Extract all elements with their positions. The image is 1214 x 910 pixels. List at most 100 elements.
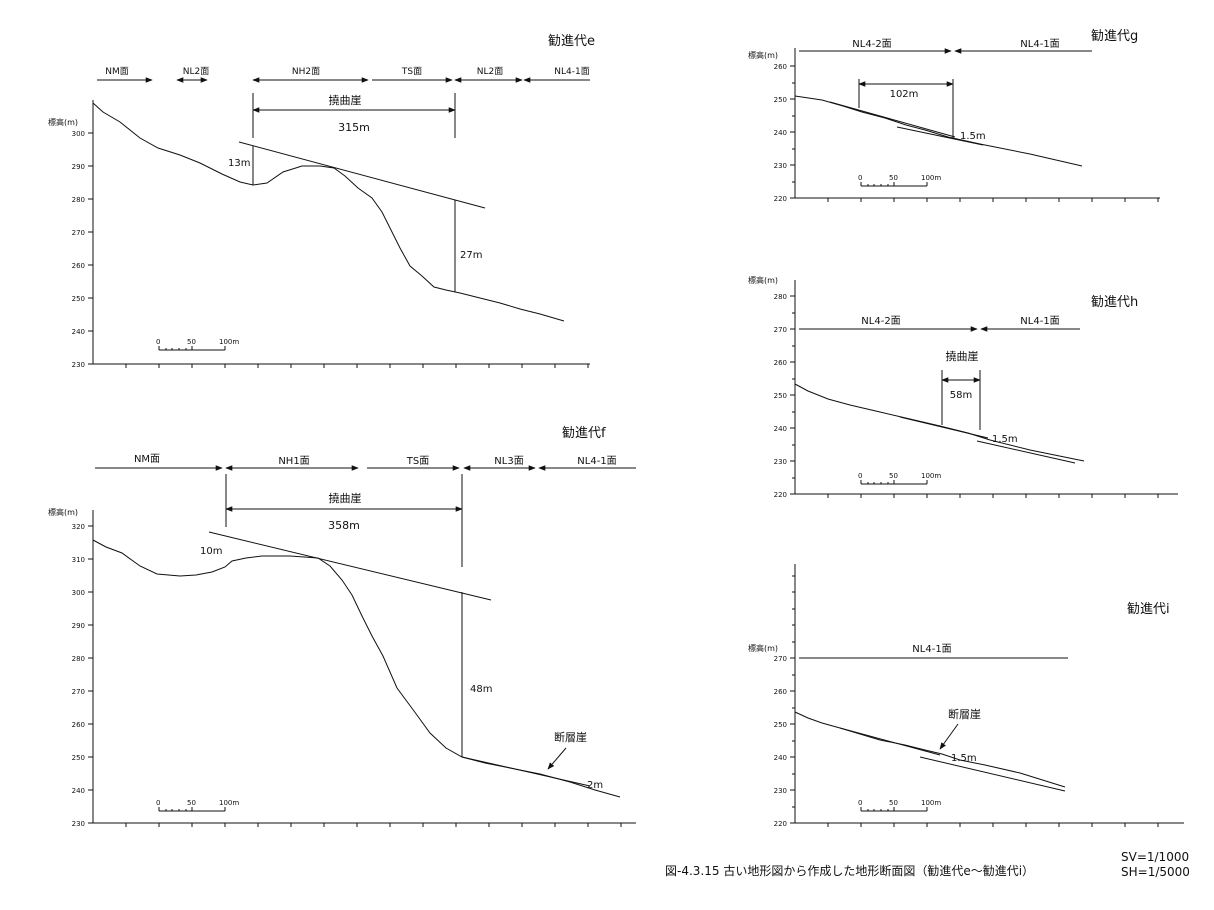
panel-i-fault-label: 断層崖: [948, 707, 981, 721]
panel-i-y-tick-labels: 270 260 250 240 230 220: [774, 655, 787, 828]
panel-h-surface-extension: [976, 440, 1076, 464]
scale-zero: 0: [156, 799, 160, 807]
panel-e-surface-labels: NM面 NL2面 NH2面 TS面 NL2面 NL4-1面: [105, 66, 589, 77]
panel-h-y-tick-labels: 280 270 260 250 240 230 220: [774, 293, 787, 499]
panel-f-x-ticks: [125, 823, 622, 827]
panel-f-y-ticks: [88, 525, 93, 824]
panel-e-y-tick-labels: 300 290 280 270 260 250 240 230: [72, 130, 85, 369]
panel-e-feature-label: 撓曲崖: [329, 94, 362, 107]
panel-h: 勧進代h 標高(m) 280: [748, 275, 1178, 499]
surface-label: NM面: [134, 454, 160, 465]
y-tick-label: 250: [774, 96, 787, 104]
surface-label: NL4-1面: [1020, 316, 1059, 327]
y-tick-label: 230: [774, 162, 787, 170]
panel-f-surface-labels: NM面 NH1面 TS面 NL3面 NL4-1面: [134, 454, 617, 467]
panel-g: 勧進代g 標高(m) 260 250 240: [748, 28, 1160, 203]
panel-f-offset-label: 48m: [470, 684, 492, 695]
panel-g-scale-bar: 0 50 100m: [858, 174, 941, 187]
panel-h-x-ticks: [827, 494, 1159, 498]
panel-f-title: 勧進代f: [562, 425, 606, 441]
panel-g-offset-label: 1.5m: [960, 131, 986, 142]
panel-h-terrain-profile: [794, 383, 1085, 462]
y-tick-label: 250: [774, 721, 787, 729]
panel-h-y-ticks: [790, 295, 795, 495]
panel-f-width-label: 358m: [328, 519, 360, 532]
panel-g-surface-extension: [829, 101, 956, 138]
surface-label: NH2面: [292, 66, 320, 77]
surface-label: NL4-1面: [912, 644, 951, 655]
scale-mid: 50: [889, 174, 898, 182]
panel-e-y-ticks: [88, 132, 93, 365]
panel-e-y-label: 標高(m): [48, 117, 78, 127]
panel-h-surface-extension: [899, 416, 989, 439]
surface-label: TS面: [406, 456, 429, 467]
y-tick-label: 220: [774, 195, 787, 203]
panel-i-scale-bar: 0 50 100m: [858, 799, 941, 812]
y-tick-label: 220: [774, 491, 787, 499]
surface-label: NL4-1面: [1020, 39, 1059, 50]
y-tick-label: 280: [72, 655, 85, 663]
panel-h-scale-bar: 0 50 100m: [858, 472, 941, 485]
y-tick-label: 300: [72, 130, 85, 138]
panel-f-fault-arrow: [547, 747, 567, 770]
y-tick-label: 230: [774, 787, 787, 795]
panel-e-scale-bar: 0 50 100m: [156, 338, 239, 351]
panel-i-title: 勧進代i: [1127, 601, 1170, 617]
scale-mid: 50: [889, 799, 898, 807]
panel-h-feature-label: 撓曲崖: [946, 350, 979, 363]
y-tick-label: 230: [72, 361, 85, 369]
y-tick-label: 240: [774, 129, 787, 137]
surface-label: NL4-1面: [554, 66, 589, 77]
panel-f-fault-label: 断層崖: [554, 730, 587, 744]
surface-label: NL4-2面: [861, 316, 900, 327]
panel-g-x-ticks: [827, 198, 1159, 202]
y-tick-label: 270: [774, 326, 787, 334]
panel-f-offset-label: 10m: [200, 546, 222, 557]
panel-g-y-ticks: [790, 65, 795, 199]
panel-f-scale-bar: 0 50 100m: [156, 799, 239, 812]
panel-e-width-label: 315m: [338, 121, 370, 134]
panel-f-y-label: 標高(m): [48, 507, 78, 517]
panel-i-terrain-profile: [794, 711, 1066, 788]
surface-label: NM面: [105, 66, 129, 77]
surface-label: TS面: [401, 66, 422, 77]
panel-g-surface-labels: NL4-2面 NL4-1面: [852, 39, 1059, 50]
y-tick-label: 260: [774, 688, 787, 696]
y-tick-label: 270: [774, 655, 787, 663]
y-tick-label: 220: [774, 820, 787, 828]
y-tick-label: 250: [72, 295, 85, 303]
panel-h-offset-label: 1.5m: [992, 434, 1018, 445]
panel-e-terrain-profile: [92, 102, 565, 322]
panel-i-surface-extension: [919, 756, 1066, 792]
y-tick-label: 280: [774, 293, 787, 301]
figure-caption: 図-4.3.15 古い地形図から作成した地形断面図（勧進代e～勧進代i）: [665, 864, 1035, 878]
panel-h-y-label: 標高(m): [748, 275, 778, 285]
scale-mid: 50: [187, 799, 196, 807]
panel-g-title: 勧進代g: [1091, 28, 1138, 44]
surface-label: NH1面: [278, 456, 309, 467]
panel-i-y-label: 標高(m): [748, 643, 778, 653]
scale-end: 100m: [921, 799, 941, 807]
y-tick-label: 280: [72, 196, 85, 204]
y-tick-label: 320: [72, 523, 85, 531]
y-tick-label: 240: [72, 328, 85, 336]
surface-label: NL3面: [494, 456, 523, 467]
panel-g-terrain-profile: [794, 95, 1083, 167]
y-tick-label: 290: [72, 163, 85, 171]
surface-label: NL4-2面: [852, 39, 891, 50]
y-tick-label: 260: [72, 721, 85, 729]
y-tick-label: 290: [72, 622, 85, 630]
panel-g-surface-extension: [896, 126, 984, 146]
y-tick-label: 260: [774, 63, 787, 71]
panel-h-width-label: 58m: [950, 390, 972, 401]
panel-e-title: 勧進代e: [548, 33, 595, 49]
y-tick-label: 230: [72, 820, 85, 828]
panel-f-surface-extension: [208, 531, 492, 601]
panel-e-offset-label: 13m: [228, 158, 250, 169]
scale-zero: 0: [858, 472, 862, 480]
y-tick-label: 240: [774, 754, 787, 762]
panel-f-offset-label: 2m: [587, 780, 603, 791]
panel-f-feature-label: 撓曲崖: [329, 492, 362, 505]
scale-end: 100m: [921, 174, 941, 182]
